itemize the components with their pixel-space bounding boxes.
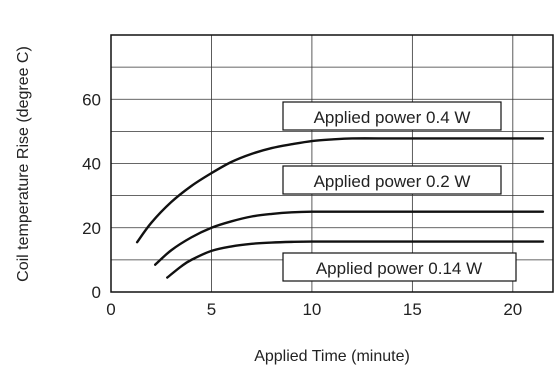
series-lines <box>135 137 545 279</box>
annotation-label-0-4: Applied power 0.4 W <box>314 108 471 127</box>
y-tick-label: 20 <box>82 219 101 238</box>
x-tick-label: 5 <box>207 300 216 319</box>
x-tick-label: 15 <box>403 300 422 319</box>
series-line-0 <box>135 137 545 244</box>
x-tick-label: 20 <box>503 300 522 319</box>
annotation-power-0-2: Applied power 0.2 W <box>282 165 502 195</box>
y-axis-title: Coil temperature Rise (degree C) <box>15 46 32 282</box>
annotation-label-0-14: Applied power 0.14 W <box>316 259 482 278</box>
x-tick-label: 0 <box>106 300 115 319</box>
annotation-label-0-2: Applied power 0.2 W <box>314 172 471 191</box>
series-line-2 <box>166 240 545 279</box>
y-tick-label: 60 <box>82 90 101 109</box>
tick-labels: 0 5 10 15 20 0 20 40 60 <box>82 90 522 319</box>
series-line-1 <box>154 210 545 266</box>
annotation-power-0-4: Applied power 0.4 W <box>282 101 502 131</box>
x-axis-title: Applied Time (minute) <box>254 348 410 365</box>
annotation-power-0-14: Applied power 0.14 W <box>282 252 517 282</box>
plot-frame <box>110 34 554 293</box>
y-tick-label: 0 <box>92 283 101 302</box>
x-tick-label: 10 <box>302 300 321 319</box>
y-tick-label: 40 <box>82 155 101 174</box>
